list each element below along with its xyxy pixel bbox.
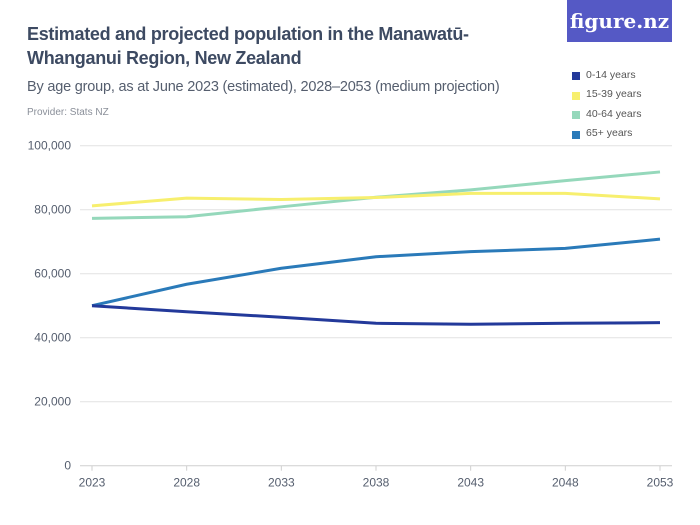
legend-item: 0-14 years: [572, 65, 641, 85]
legend-label: 40-64 years: [586, 107, 642, 120]
y-tick-label: 20,000: [34, 395, 71, 409]
y-tick-label: 0: [64, 459, 71, 473]
x-tick-label: 2033: [268, 476, 295, 490]
series-line-15-39-years: [91, 191, 661, 208]
series-line-0-14-years: [91, 304, 661, 326]
legend-swatch: [572, 111, 580, 120]
chart-subtitle: By age group, as at June 2023 (estimated…: [27, 79, 500, 95]
y-tick-label: 100,000: [28, 139, 72, 153]
y-tick-label: 40,000: [34, 331, 71, 345]
legend-swatch: [572, 130, 580, 139]
x-tick-label: 2048: [552, 476, 579, 490]
legend-swatch: [572, 91, 580, 100]
x-tick-label: 2038: [363, 476, 390, 490]
legend: 0-14 years 15-39 years 40-64 years 65+ y…: [572, 65, 641, 143]
legend-item: 15-39 years: [572, 85, 641, 105]
legend-label: 0-14 years: [586, 68, 636, 81]
figure-nz-logo[interactable]: figure.nz: [567, 0, 672, 42]
legend-label: 65+ years: [586, 127, 633, 140]
y-tick-label: 60,000: [34, 267, 71, 281]
series-line-65-years: [91, 237, 661, 308]
legend-item: 40-64 years: [572, 104, 641, 124]
legend-label: 15-39 years: [586, 88, 642, 101]
chart-title: Estimated and projected population in th…: [27, 24, 469, 68]
y-tick-label: 80,000: [34, 203, 71, 217]
x-tick-label: 2053: [647, 476, 674, 490]
provider-label: Provider: Stats NZ: [27, 107, 109, 118]
x-tick-label: 2043: [457, 476, 484, 490]
x-tick-label: 2028: [173, 476, 200, 490]
x-tick-label: 2023: [79, 476, 106, 490]
legend-item: 65+ years: [572, 124, 641, 144]
legend-swatch: [572, 72, 580, 81]
